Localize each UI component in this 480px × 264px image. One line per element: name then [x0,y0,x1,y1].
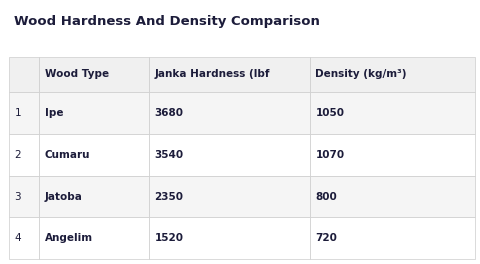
Bar [9,92,39,134]
Text: Jatoba: Jatoba [45,192,83,202]
Text: Janka Hardness (lbf: Janka Hardness (lbf [154,69,269,79]
Bar [9,176,39,218]
Text: 3540: 3540 [154,150,183,160]
Bar [39,218,148,259]
Bar [39,176,148,218]
Text: Ipe: Ipe [45,108,63,118]
Text: 2: 2 [14,150,21,160]
Text: 3: 3 [14,192,21,202]
Bar [9,57,39,92]
Bar [9,134,39,176]
Bar [9,218,39,259]
Bar [148,134,309,176]
Text: 3680: 3680 [154,108,183,118]
Text: Cumaru: Cumaru [45,150,90,160]
Text: 4: 4 [14,233,21,243]
Bar [39,57,148,92]
Text: 800: 800 [315,192,336,202]
Text: 2350: 2350 [154,192,183,202]
Text: Density (kg/m³): Density (kg/m³) [315,69,406,79]
Text: Wood Hardness And Density Comparison: Wood Hardness And Density Comparison [14,15,320,27]
Bar [309,176,474,218]
Bar [148,176,309,218]
Bar [148,57,309,92]
Bar [309,92,474,134]
Bar [148,218,309,259]
Text: 1520: 1520 [154,233,183,243]
Bar [309,57,474,92]
Bar [309,134,474,176]
Bar [309,218,474,259]
Text: 1070: 1070 [315,150,344,160]
Bar [39,92,148,134]
Bar [148,92,309,134]
Text: Wood Type: Wood Type [45,69,108,79]
Text: Angelim: Angelim [45,233,93,243]
Bar [39,134,148,176]
Text: 1: 1 [14,108,21,118]
Text: 720: 720 [315,233,336,243]
Text: 1050: 1050 [315,108,344,118]
